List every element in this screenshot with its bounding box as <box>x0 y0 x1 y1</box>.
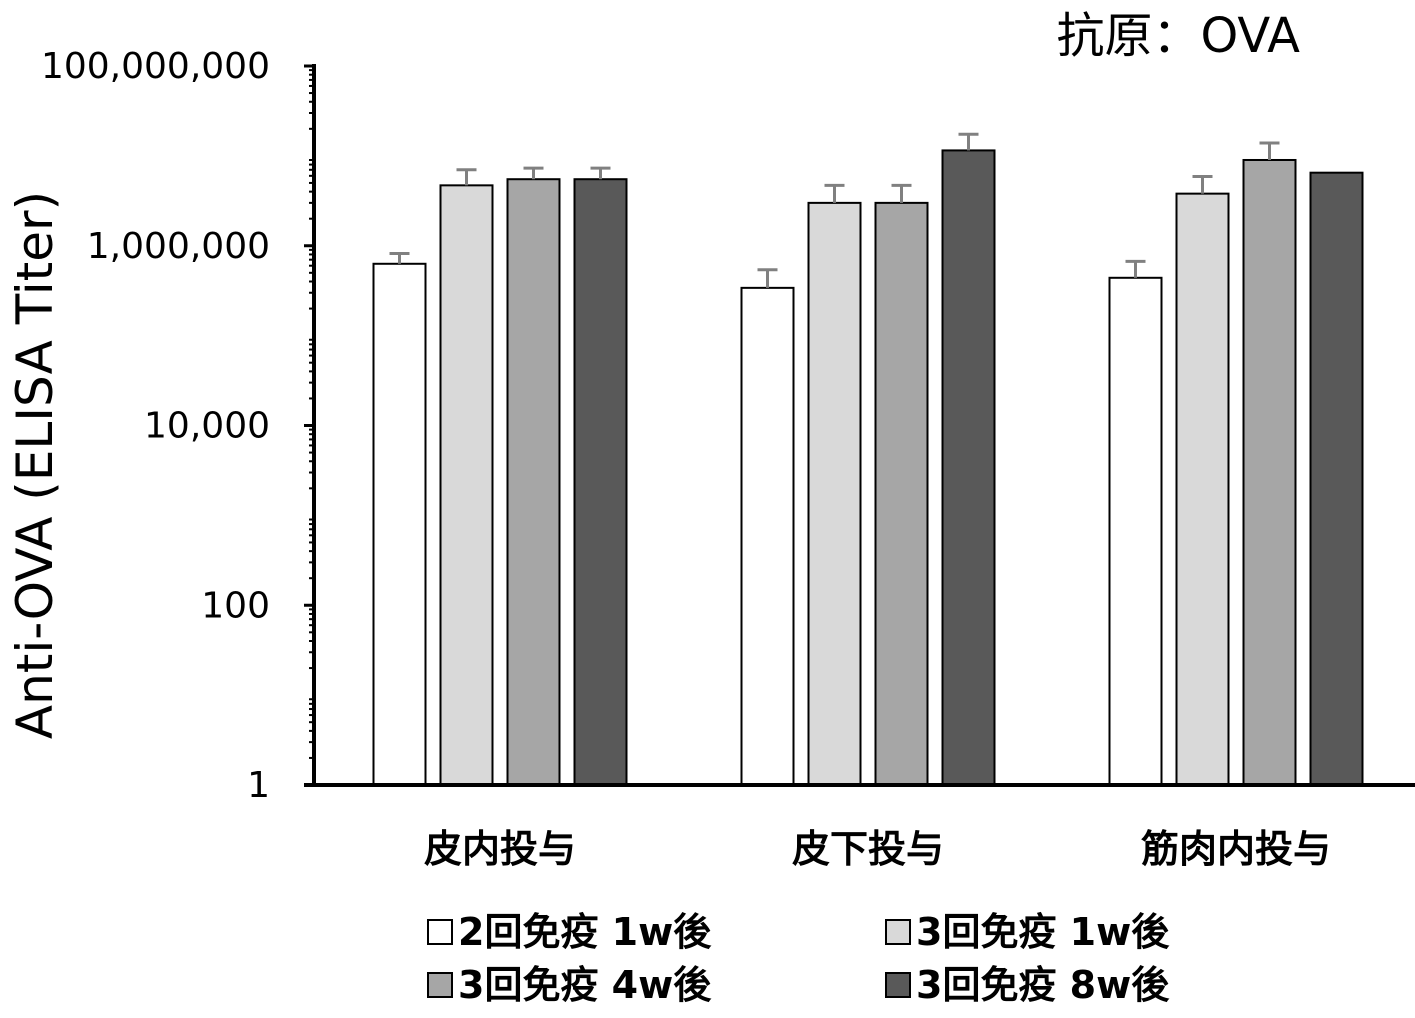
legend: 2回免疫 1w後 3回免疫 1w後 3回免疫 4w後 3回免疫 8w後 <box>427 910 1170 1007</box>
y-tick-label: 1 <box>247 765 270 806</box>
legend-label: 3回免疫 1w後 <box>916 910 1170 954</box>
bar <box>573 178 628 786</box>
x-category-label: 皮内投与 <box>424 827 576 871</box>
bar <box>506 178 561 786</box>
bar <box>941 149 996 786</box>
chart-title: 抗原：OVA <box>1056 8 1300 64</box>
legend-swatch <box>885 972 911 998</box>
legend-swatch <box>427 972 453 998</box>
bar <box>1175 192 1230 786</box>
legend-label: 3回免疫 4w後 <box>458 963 712 1007</box>
y-tick-label: 10,000 <box>144 406 270 447</box>
y-axis-ticks: 1 100 10,000 1,000,000 100,000,000 <box>41 46 314 806</box>
bar <box>372 262 427 787</box>
bar <box>740 286 795 786</box>
legend-swatch <box>427 919 453 945</box>
bar <box>1108 276 1163 786</box>
error-bars <box>389 132 1280 288</box>
category-labels: 皮内投与 皮下投与 筋肉内投与 <box>424 827 1331 871</box>
legend-swatch <box>885 919 911 945</box>
y-tick-label: 100,000,000 <box>41 46 270 87</box>
bar <box>1309 171 1364 787</box>
y-tick-label: 1,000,000 <box>87 226 270 267</box>
bar <box>874 201 929 787</box>
legend-label: 2回免疫 1w後 <box>458 910 712 954</box>
bar <box>1242 158 1297 787</box>
bar <box>439 184 494 786</box>
bars <box>372 149 1364 787</box>
x-category-label: 皮下投与 <box>792 827 944 871</box>
legend-label: 3回免疫 8w後 <box>916 963 1170 1007</box>
bar <box>807 201 862 787</box>
y-tick-label: 100 <box>201 585 270 626</box>
x-category-label: 筋肉内投与 <box>1141 827 1331 871</box>
y-axis-label: Anti-OVA (ELISA Titer) <box>6 191 64 739</box>
